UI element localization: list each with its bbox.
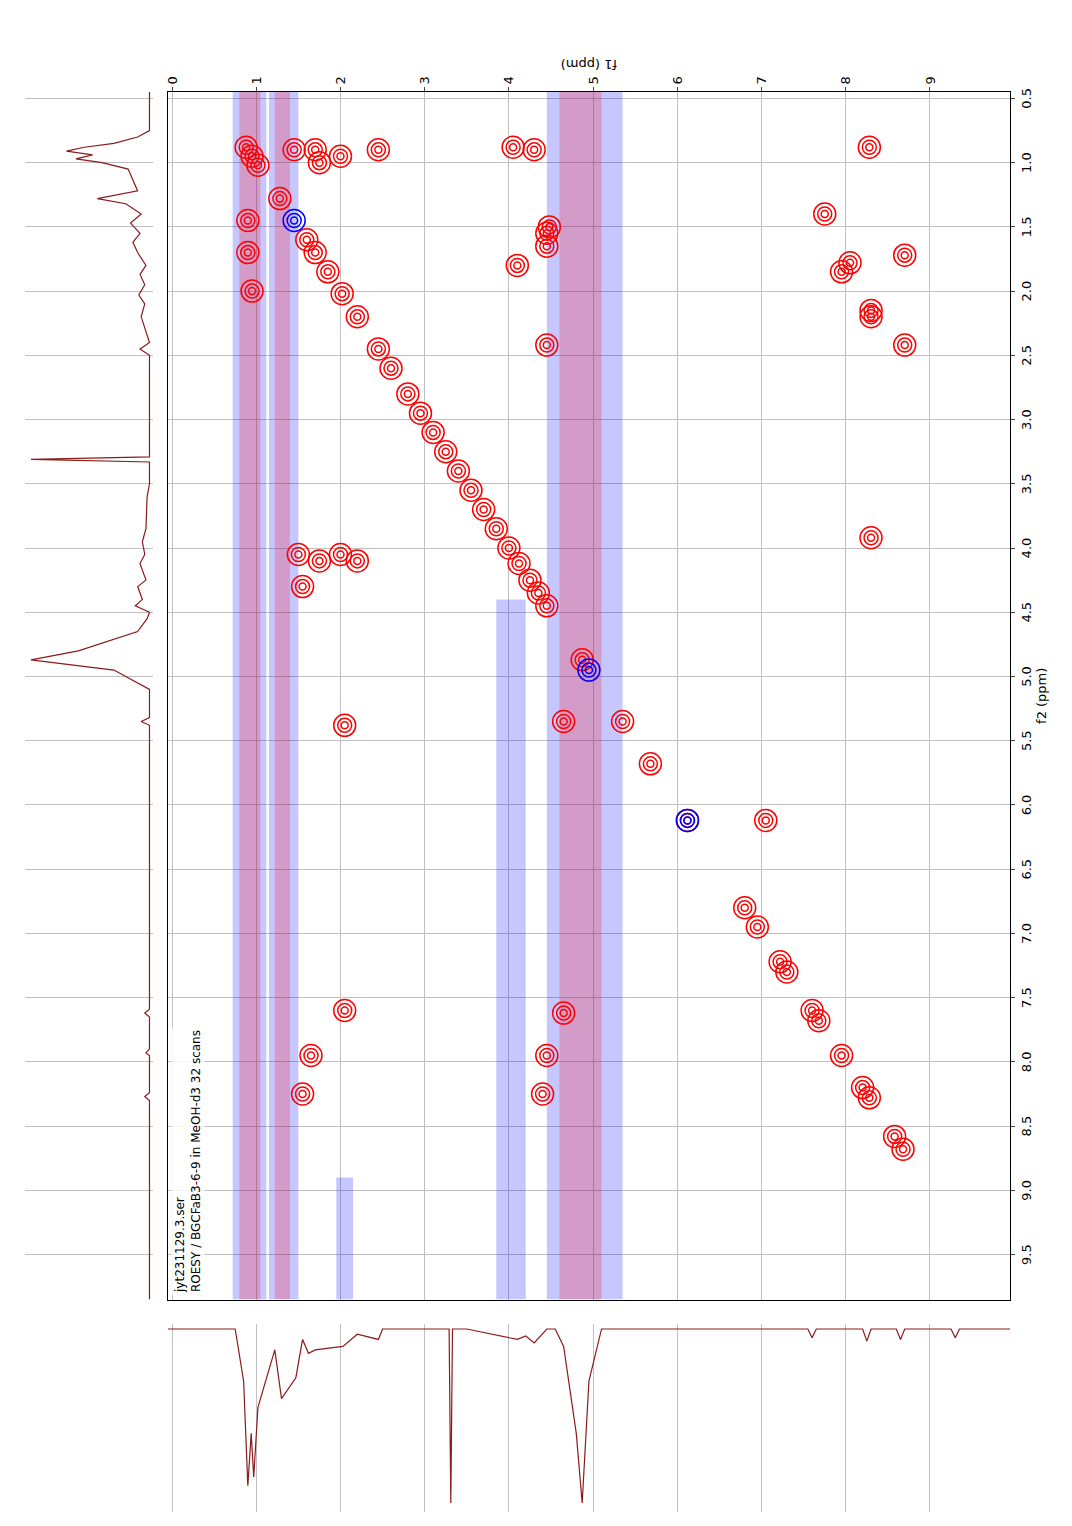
svg-text:5.5: 5.5 [1019, 730, 1034, 751]
svg-text:8: 8 [838, 76, 853, 84]
svg-text:2.5: 2.5 [1019, 345, 1034, 366]
svg-text:3: 3 [417, 76, 432, 84]
svg-text:3.0: 3.0 [1019, 409, 1034, 430]
svg-text:9.0: 9.0 [1019, 1180, 1034, 1201]
svg-text:5: 5 [586, 76, 601, 84]
svg-text:9: 9 [923, 76, 938, 84]
svg-text:f2 (ppm): f2 (ppm) [1034, 668, 1049, 724]
svg-text:4: 4 [501, 76, 516, 84]
svg-text:6.5: 6.5 [1019, 859, 1034, 880]
svg-text:6.0: 6.0 [1019, 795, 1034, 816]
svg-text:1.0: 1.0 [1019, 152, 1034, 173]
svg-text:0.5: 0.5 [1019, 88, 1034, 109]
svg-text:7.0: 7.0 [1019, 923, 1034, 944]
svg-text:8.0: 8.0 [1019, 1052, 1034, 1073]
svg-text:0: 0 [165, 76, 180, 84]
svg-text:9.5: 9.5 [1019, 1244, 1034, 1265]
svg-text:1: 1 [249, 76, 264, 84]
svg-text:7.5: 7.5 [1019, 987, 1034, 1008]
svg-text:4.0: 4.0 [1019, 538, 1034, 559]
svg-text:f1 (ppm): f1 (ppm) [561, 57, 617, 72]
svg-text:3.5: 3.5 [1019, 473, 1034, 494]
svg-text:5.0: 5.0 [1019, 666, 1034, 687]
svg-text:jyt231129.3.serROESY / BGCFaB3: jyt231129.3.serROESY / BGCFaB3-6-9 in Me… [173, 1030, 203, 1293]
svg-text:1.5: 1.5 [1019, 217, 1034, 238]
svg-text:2.0: 2.0 [1019, 281, 1034, 302]
svg-text:8.5: 8.5 [1019, 1116, 1034, 1137]
svg-text:6: 6 [670, 76, 685, 84]
svg-text:2: 2 [333, 76, 348, 84]
svg-text:7: 7 [754, 76, 769, 84]
svg-text:4.5: 4.5 [1019, 602, 1034, 623]
